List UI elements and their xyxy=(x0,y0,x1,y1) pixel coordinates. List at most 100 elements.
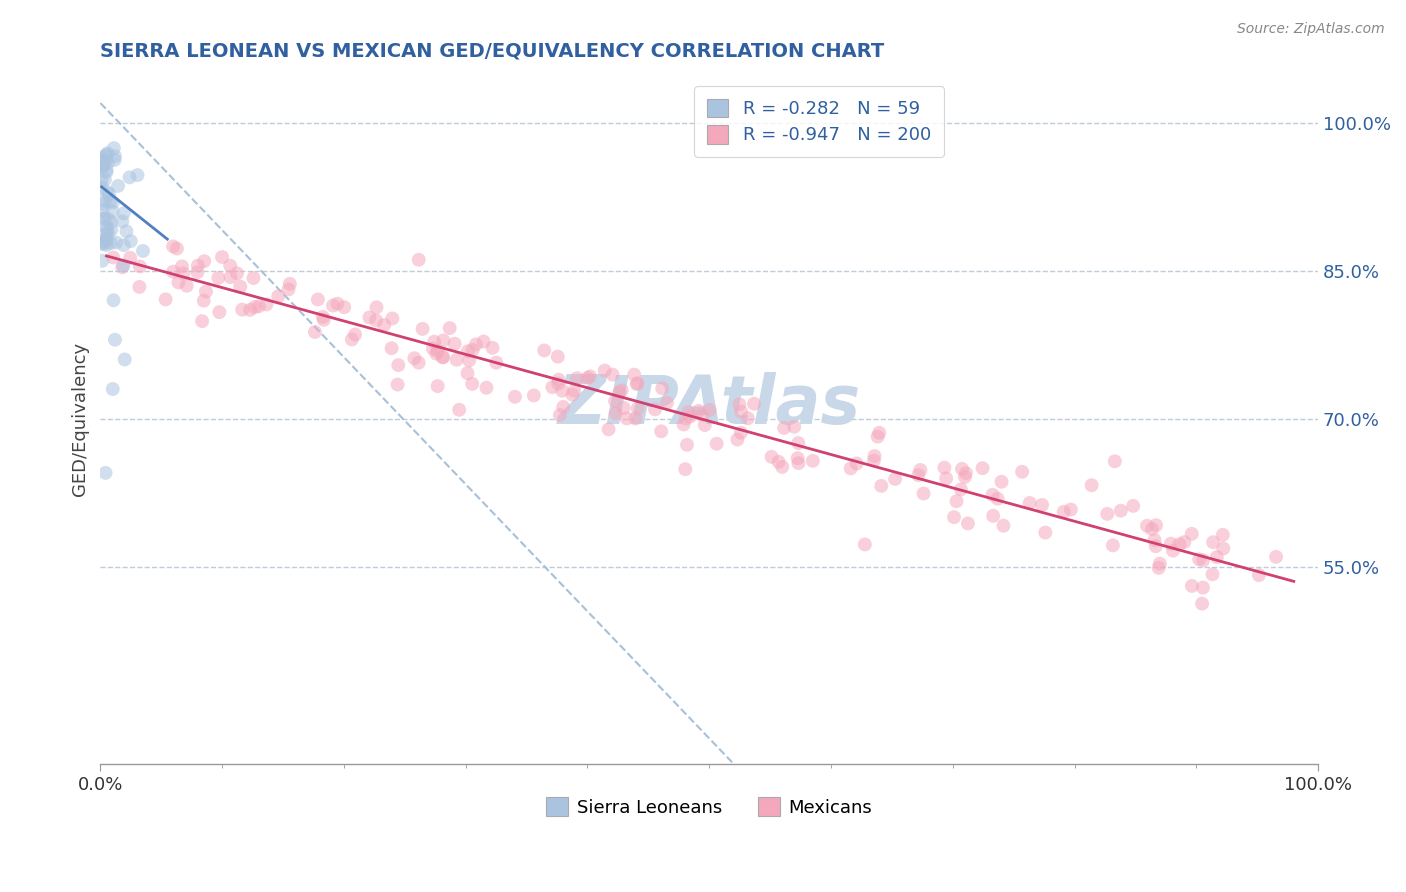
Point xyxy=(626,376,648,391)
Point xyxy=(101,204,124,219)
Point xyxy=(1188,552,1211,566)
Point xyxy=(972,461,994,475)
Point xyxy=(1097,507,1119,521)
Point xyxy=(423,334,446,349)
Point xyxy=(98,194,121,209)
Point xyxy=(673,462,696,476)
Point xyxy=(194,285,217,299)
Point xyxy=(162,265,184,279)
Point xyxy=(955,466,977,480)
Point xyxy=(94,172,117,186)
Point xyxy=(239,302,262,317)
Point xyxy=(96,222,118,236)
Point xyxy=(408,252,430,267)
Point xyxy=(863,449,886,463)
Point xyxy=(1192,581,1215,595)
Point xyxy=(472,334,495,349)
Point xyxy=(688,404,710,418)
Point xyxy=(742,397,765,411)
Point xyxy=(730,425,752,440)
Point xyxy=(945,494,967,508)
Point xyxy=(761,450,783,464)
Point xyxy=(93,155,115,169)
Point xyxy=(678,405,700,419)
Point xyxy=(111,260,134,275)
Point xyxy=(602,368,624,382)
Point xyxy=(561,387,583,401)
Point xyxy=(114,352,136,367)
Point xyxy=(786,451,808,466)
Point xyxy=(94,194,117,208)
Point xyxy=(100,223,122,237)
Point xyxy=(94,219,117,234)
Point xyxy=(551,384,574,398)
Point xyxy=(613,401,636,415)
Point xyxy=(105,235,128,250)
Point xyxy=(176,278,198,293)
Point xyxy=(565,371,588,385)
Point xyxy=(863,453,886,467)
Point xyxy=(211,250,233,264)
Point xyxy=(1247,568,1270,582)
Point xyxy=(229,279,252,293)
Point xyxy=(1265,549,1288,564)
Point xyxy=(312,310,335,324)
Point xyxy=(128,260,150,274)
Point xyxy=(344,327,367,342)
Point xyxy=(97,226,120,240)
Point xyxy=(93,159,115,173)
Point xyxy=(1191,597,1213,611)
Point xyxy=(458,353,481,368)
Point xyxy=(787,456,810,470)
Point xyxy=(412,322,434,336)
Point xyxy=(725,433,748,447)
Point xyxy=(548,408,571,422)
Point xyxy=(366,300,388,314)
Point xyxy=(623,368,645,382)
Point xyxy=(627,401,650,416)
Point xyxy=(562,384,585,398)
Point xyxy=(730,404,752,418)
Point xyxy=(1102,538,1125,552)
Point xyxy=(312,313,335,327)
Point xyxy=(912,486,935,500)
Point xyxy=(90,236,112,251)
Point xyxy=(679,409,702,424)
Point xyxy=(432,334,454,348)
Point xyxy=(226,266,249,280)
Point xyxy=(770,459,793,474)
Point xyxy=(1060,502,1083,516)
Point xyxy=(94,153,117,168)
Point xyxy=(1168,537,1191,551)
Point xyxy=(616,411,638,425)
Point xyxy=(104,153,127,167)
Point xyxy=(278,277,301,291)
Point xyxy=(1202,535,1225,549)
Point xyxy=(626,377,648,392)
Point xyxy=(167,276,190,290)
Point xyxy=(783,419,806,434)
Point xyxy=(170,260,193,274)
Point xyxy=(172,266,194,280)
Point xyxy=(243,300,266,314)
Point xyxy=(475,381,498,395)
Point xyxy=(193,254,215,268)
Point xyxy=(96,147,118,161)
Point xyxy=(91,203,114,218)
Point xyxy=(839,461,862,475)
Point xyxy=(193,293,215,308)
Point xyxy=(97,212,120,227)
Point xyxy=(1181,579,1204,593)
Point xyxy=(950,462,973,476)
Point xyxy=(699,403,721,417)
Point xyxy=(404,351,426,366)
Point xyxy=(1147,561,1170,575)
Point xyxy=(96,238,118,252)
Point xyxy=(120,251,142,265)
Point xyxy=(96,233,118,247)
Point xyxy=(853,537,876,551)
Point xyxy=(98,187,121,202)
Point xyxy=(1205,550,1227,565)
Point xyxy=(219,270,242,285)
Point xyxy=(373,318,395,332)
